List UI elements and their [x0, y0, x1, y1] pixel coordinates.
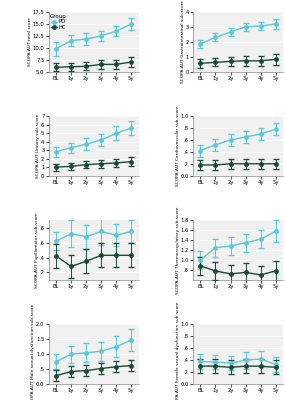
Y-axis label: SCOPA-AUT Cardiovascular sub-score: SCOPA-AUT Cardiovascular sub-score [176, 106, 180, 186]
Y-axis label: SCOPA-AUT total score: SCOPA-AUT total score [28, 17, 32, 66]
Y-axis label: SCOPA-AUT Gastrointestinal sub-score: SCOPA-AUT Gastrointestinal sub-score [181, 0, 185, 83]
Y-axis label: SCOPA-AUT Thermoregulatory sub-score: SCOPA-AUT Thermoregulatory sub-score [176, 206, 180, 294]
Y-axis label: SCOPA-AUT Male sexual dysfunction sub-score: SCOPA-AUT Male sexual dysfunction sub-sc… [31, 304, 35, 400]
Y-axis label: SCOPA-AUT Female sexual dysfunction sub-score: SCOPA-AUT Female sexual dysfunction sub-… [176, 301, 180, 400]
Legend: PD, HC: PD, HC [50, 13, 67, 31]
Y-axis label: SCOPA-AUT Pupillomotor sub-score: SCOPA-AUT Pupillomotor sub-score [35, 212, 39, 288]
Y-axis label: SCOPA-AUT Urinary sub-score: SCOPA-AUT Urinary sub-score [36, 114, 40, 178]
